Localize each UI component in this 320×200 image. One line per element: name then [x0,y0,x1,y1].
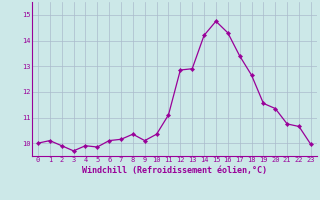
X-axis label: Windchill (Refroidissement éolien,°C): Windchill (Refroidissement éolien,°C) [82,166,267,175]
